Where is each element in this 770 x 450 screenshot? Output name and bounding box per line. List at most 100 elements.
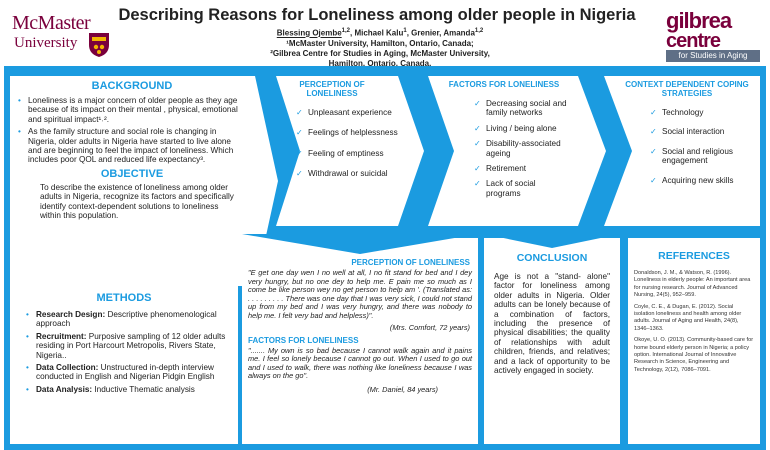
list-item: ✓ Decreasing social and family networks <box>474 99 570 118</box>
strategies-item-text: Social and religious engagement <box>662 146 734 166</box>
check-icon: ✓ <box>650 108 657 117</box>
references-panel: REFERENCES Donaldson, J. M., & Watson, R… <box>628 238 760 444</box>
references-heading: REFERENCES <box>658 250 730 262</box>
factors-item-text: Disability-associated ageing <box>486 139 561 158</box>
check-icon: ✓ <box>474 179 481 189</box>
strategies-item-text: Technology <box>662 108 704 117</box>
check-icon: ✓ <box>296 148 303 158</box>
perception-item-text: Feeling of emptiness <box>308 148 384 158</box>
quotes-panel: PERCEPTION OF LONELINESS "E get one day … <box>242 238 478 444</box>
background-heading: BACKGROUND <box>91 80 173 92</box>
perception-panel-shape <box>276 76 424 226</box>
conclusion-heading: CONCLUSION <box>516 252 588 264</box>
list-item: • As the family structure and social role… <box>18 127 246 165</box>
quotes-perception-heading: PERCEPTION OF LONELINESS <box>351 258 470 267</box>
factors-item-text: Decreasing social and family networks <box>486 99 567 118</box>
list-item: ✓ Disability-associated ageing <box>474 139 570 158</box>
check-icon: ✓ <box>474 164 481 174</box>
methods-item-text: Unstructured in-depth interview conducte… <box>36 363 215 382</box>
list-item: ✓ Social interaction <box>650 127 746 136</box>
quote-factors-signature: (Mr. Daniel, 84 years) <box>367 384 438 394</box>
quotes-factors-heading: FACTORS FOR LONELINESS <box>248 335 359 345</box>
mcmaster-logo-line1: McMaster <box>12 12 91 34</box>
methods-item-text: Purposive sampling of 12 older adults re… <box>36 331 226 360</box>
perception-list: ✓ Unpleasant experience ✓ Feelings of help… <box>296 108 402 179</box>
check-icon: ✓ <box>650 175 657 185</box>
gilbrea-logo-line2: centre <box>666 30 721 52</box>
background-list: • Loneliness is a major concern of older … <box>18 96 246 165</box>
quote-factors: "....... My own is so bad because I cann… <box>248 345 472 381</box>
check-icon: ✓ <box>474 123 481 133</box>
perception-heading: PERCEPTION OF LONELINESS <box>299 80 365 98</box>
conclusion-text: Age is not a "stand- alone" factor for l… <box>494 272 610 376</box>
check-icon: ✓ <box>296 108 303 117</box>
author-second-sup: 1 <box>403 28 407 34</box>
perception-item-text: Feelings of helplessness <box>308 128 398 138</box>
list-item: ✓ Lack of social programs <box>474 179 570 198</box>
methods-item-label: Research Design: <box>36 310 106 319</box>
strategies-heading: CONTEXT DEPENDENT COPING STRATEGIES <box>625 80 749 98</box>
bullet-icon: • <box>26 363 29 373</box>
objective-heading: OBJECTIVE <box>100 167 164 180</box>
list-item: ✓ Acquiring new skills <box>650 176 746 185</box>
author-second: , Michael Kalu <box>350 28 404 38</box>
bullet-icon: • <box>26 310 29 319</box>
author-third: , Grenier, Amanda <box>406 28 475 38</box>
factors-heading: FACTORS FOR LONELINESS <box>448 80 560 89</box>
list-item: • Loneliness is a major concern of older … <box>18 96 246 124</box>
conclusion-panel: CONCLUSION Age is not a "stand- alone" f… <box>484 238 620 444</box>
list-item: • Research Design: Descriptive phenomenol… <box>26 310 230 329</box>
affiliation-2: ²Gilbrea Centre for Studies in Aging, Mc… <box>270 48 490 58</box>
perception-item-text: Unpleasant experience <box>308 108 392 117</box>
methods-item-text: Descriptive phenomenological approach <box>36 310 217 329</box>
factors-item-text: Retirement <box>486 164 527 174</box>
check-icon: ✓ <box>474 139 481 149</box>
perception-panel: PERCEPTION OF LONELINESS ✓ Unpleasant exp… <box>292 80 402 181</box>
check-icon: ✓ <box>296 169 303 179</box>
strategies-panel: CONTEXT DEPENDENT COPING STRATEGIES ✓ Tec… <box>616 80 758 187</box>
list-item: ✓ Withdrawal or suicidal <box>296 169 402 178</box>
mcmaster-logo-line2: University <box>14 35 78 51</box>
author-lead-sup: 1,2 <box>341 28 351 34</box>
background-item-text: Loneliness is a major concern of older p… <box>28 96 238 124</box>
affiliation-3: Hamilton, Ontario, Canada. <box>328 58 432 68</box>
quote-perception: "E get one day wen I no well at all, I n… <box>248 268 472 320</box>
list-item: ✓ Living / being alone <box>474 124 570 133</box>
conclusion-notch-shape <box>484 234 620 248</box>
factors-list: ✓ Decreasing social and family networks ✓… <box>474 99 570 198</box>
methods-item-label: Data Collection: <box>36 363 99 373</box>
check-icon: ✓ <box>650 127 657 137</box>
bullet-icon: • <box>26 384 29 394</box>
check-icon: ✓ <box>474 99 481 108</box>
poster-authors: Blessing Ojembe1,2, Michael Kalu1, Greni… <box>220 26 540 69</box>
list-item: ✓ Technology <box>650 108 746 117</box>
gilbrea-logo: gilbrea centre for Studies in Aging <box>664 6 762 62</box>
strategies-panel-shape <box>604 76 760 226</box>
list-item: • Recruitment: Purposive sampling of 12 o… <box>26 332 230 360</box>
methods-item-text: Inductive Thematic analysis <box>92 384 195 394</box>
strategies-item-text: Acquiring new skills <box>662 175 734 185</box>
reference-item: Donaldson, J. M., & Watson, R. (1996). L… <box>634 270 751 299</box>
factors-item-text: Lack of social programs <box>486 179 536 198</box>
poster-title: Describing Reasons for Loneliness among … <box>118 6 636 24</box>
methods-heading: METHODS <box>96 292 152 304</box>
list-item: ✓ Feeling of emptiness <box>296 149 402 158</box>
poster-body: BACKGROUND • Loneliness is a major concer… <box>4 66 766 450</box>
author-third-sup: 1,2 <box>474 28 484 34</box>
references-list: Donaldson, J. M., & Watson, R. (1996). L… <box>628 270 760 374</box>
gilbrea-logo-line3: for Studies in Aging <box>666 50 760 62</box>
affiliation-1: ¹McMaster University, Hamilton, Ontario,… <box>286 38 474 48</box>
list-item: ✓ Social and religious engagement <box>650 147 746 166</box>
methods-item-label: Data Analysis: <box>36 384 93 394</box>
perception-item-text: Withdrawal or suicidal <box>308 169 388 179</box>
list-item: • Data Collection: Unstructured in-depth … <box>26 363 230 382</box>
strategies-item-text: Social interaction <box>662 127 725 137</box>
list-item: ✓ Unpleasant experience <box>296 108 402 117</box>
background-item-text: As the family structure and social role … <box>28 127 234 165</box>
poster-header: McMaster University Describing Reasons f… <box>0 0 770 69</box>
quotes-notch-shape <box>242 234 478 254</box>
mcmaster-shield-icon <box>89 33 109 57</box>
methods-item-label: Recruitment: <box>36 331 87 341</box>
methods-panel: METHODS • Research Design: Descriptive ph… <box>10 252 238 444</box>
bullet-icon: • <box>18 127 21 137</box>
